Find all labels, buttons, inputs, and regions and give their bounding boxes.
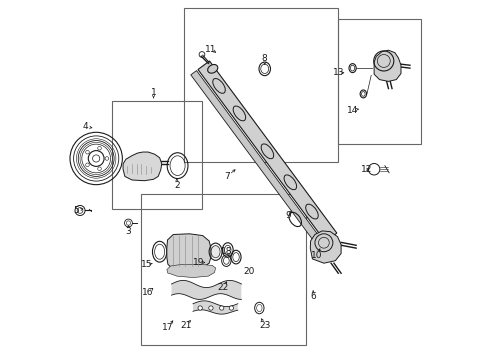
Polygon shape [167, 264, 216, 278]
Circle shape [209, 306, 213, 310]
Text: 8: 8 [262, 54, 268, 63]
Polygon shape [191, 71, 324, 247]
Text: 16: 16 [143, 288, 154, 297]
Text: 15: 15 [141, 260, 152, 269]
Text: 13: 13 [333, 68, 344, 77]
Text: 14: 14 [347, 105, 358, 114]
Polygon shape [374, 50, 401, 81]
Text: 10: 10 [311, 251, 322, 260]
Bar [112, 101, 202, 209]
Text: 4: 4 [83, 122, 88, 131]
Ellipse shape [211, 246, 220, 258]
Text: 20: 20 [243, 267, 254, 276]
Text: 11: 11 [205, 45, 217, 54]
Polygon shape [198, 61, 337, 242]
Text: 9: 9 [285, 211, 291, 220]
Bar [338, 19, 421, 144]
Polygon shape [167, 234, 211, 270]
Polygon shape [123, 152, 162, 181]
Text: 6: 6 [310, 292, 316, 301]
Text: 2: 2 [174, 181, 180, 190]
Text: 18: 18 [221, 247, 233, 256]
Bar [184, 8, 338, 162]
Circle shape [198, 306, 202, 310]
Circle shape [229, 306, 234, 310]
Text: 5: 5 [74, 206, 79, 215]
Polygon shape [310, 231, 341, 263]
Text: 21: 21 [180, 321, 192, 330]
Text: 22: 22 [218, 283, 229, 292]
Text: 1: 1 [151, 87, 156, 96]
Text: 3: 3 [125, 228, 131, 237]
Bar [141, 194, 306, 345]
Text: 17: 17 [162, 323, 173, 332]
Text: 23: 23 [259, 321, 270, 330]
Text: 7: 7 [224, 172, 230, 181]
Ellipse shape [208, 64, 218, 73]
Text: 19: 19 [193, 258, 204, 267]
Circle shape [220, 306, 224, 310]
Text: 12: 12 [361, 165, 372, 174]
